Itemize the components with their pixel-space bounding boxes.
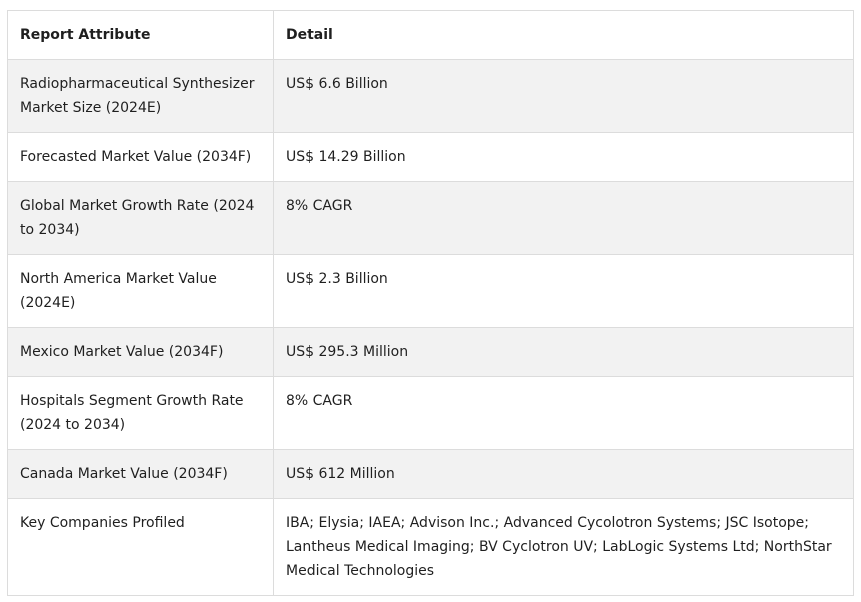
detail-cell: US$ 14.29 Billion [273,132,854,182]
attribute-cell: Mexico Market Value (2034F) [7,327,274,377]
detail-cell: US$ 6.6 Billion [273,59,854,133]
report-attributes-table: Report Attribute Detail Radiopharmaceuti… [7,10,854,596]
header-report-attribute: Report Attribute [7,10,274,60]
table-row: Radiopharmaceutical Synthesizer Market S… [7,59,854,133]
detail-cell: US$ 2.3 Billion [273,254,854,328]
attribute-cell: Global Market Growth Rate (2024 to 2034) [7,181,274,255]
table-row: Global Market Growth Rate (2024 to 2034)… [7,181,854,255]
table-row: Forecasted Market Value (2034F) US$ 14.2… [7,132,854,182]
detail-cell: US$ 295.3 Million [273,327,854,377]
table-header-row: Report Attribute Detail [7,10,854,60]
detail-cell: 8% CAGR [273,181,854,255]
table-row: Hospitals Segment Growth Rate (2024 to 2… [7,376,854,450]
attribute-cell: Hospitals Segment Growth Rate (2024 to 2… [7,376,274,450]
attribute-cell: North America Market Value (2024E) [7,254,274,328]
table-row: Canada Market Value (2034F) US$ 612 Mill… [7,449,854,499]
table-row: Mexico Market Value (2034F) US$ 295.3 Mi… [7,327,854,377]
detail-cell: 8% CAGR [273,376,854,450]
header-detail: Detail [273,10,854,60]
attribute-cell: Key Companies Profiled [7,498,274,596]
detail-cell: IBA; Elysia; IAEA; Advison Inc.; Advance… [273,498,854,596]
table-row: Key Companies Profiled IBA; Elysia; IAEA… [7,498,854,596]
table-row: North America Market Value (2024E) US$ 2… [7,254,854,328]
attribute-cell: Forecasted Market Value (2034F) [7,132,274,182]
report-attributes-table-container: Report Attribute Detail Radiopharmaceuti… [7,10,854,596]
attribute-cell: Canada Market Value (2034F) [7,449,274,499]
attribute-cell: Radiopharmaceutical Synthesizer Market S… [7,59,274,133]
detail-cell: US$ 612 Million [273,449,854,499]
